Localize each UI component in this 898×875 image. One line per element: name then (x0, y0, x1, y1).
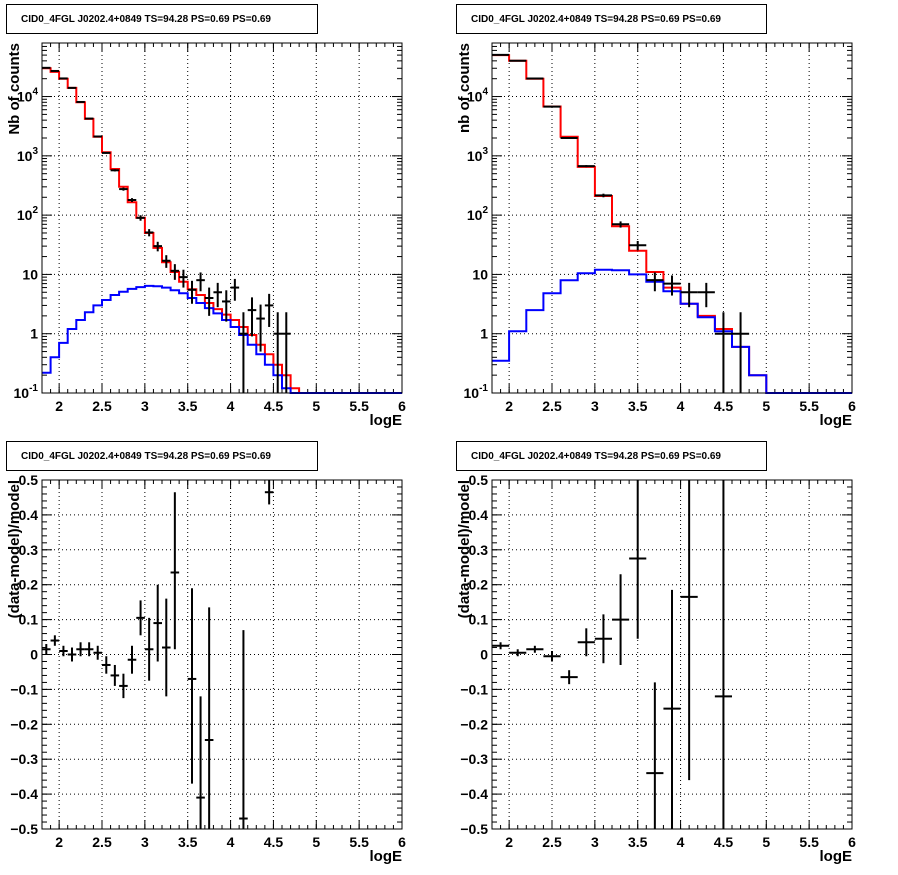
y-tick-label: −0.4 (460, 786, 488, 802)
x-tick-label: 2.5 (542, 834, 562, 850)
x-tick-label: 4.5 (714, 834, 734, 850)
x-tick-label: 5.5 (349, 834, 369, 850)
x-tick-label: 4.5 (264, 398, 284, 414)
y-tick-label: 0.2 (469, 577, 489, 593)
y-tick-label: −0.2 (460, 716, 488, 732)
x-tick-label: 2 (55, 834, 63, 850)
x-tick-label: 4.5 (714, 398, 734, 414)
x-tick-label: 6 (848, 398, 856, 414)
x-tick-label: 4 (677, 398, 685, 414)
x-axis-label: logE (370, 848, 403, 865)
x-tick-label: 5 (762, 398, 770, 414)
x-tick-label: 4 (677, 834, 685, 850)
x-tick-label: 3.5 (178, 398, 198, 414)
x-tick-label: 4 (227, 834, 235, 850)
x-tick-label: 4 (227, 398, 235, 414)
x-axis-label: logE (820, 848, 853, 865)
y-tick-label: 0.2 (19, 577, 39, 593)
y-tick-label: 102 (17, 205, 39, 223)
x-tick-label: 2 (505, 398, 513, 414)
y-tick-label: 102 (467, 205, 489, 223)
y-axis-label: nb of counts (456, 43, 473, 133)
x-tick-label: 3 (591, 398, 599, 414)
x-tick-label: 5 (762, 834, 770, 850)
x-tick-label: 2.5 (542, 398, 562, 414)
x-tick-label: 2 (55, 398, 63, 414)
y-tick-label: 0 (480, 647, 488, 663)
y-tick-label: 0.5 (469, 472, 489, 488)
y-tick-label: 0 (30, 647, 38, 663)
x-tick-label: 4.5 (264, 834, 284, 850)
y-axis-label: Nb of counts (6, 43, 23, 135)
y-tick-label: 10 (472, 266, 488, 282)
panel-title-bottom-left: CID0_4FGL J0202.4+0849 TS=94.28 PS=0.69 … (6, 441, 318, 471)
x-axis-label: logE (370, 412, 403, 429)
y-tick-label: −0.3 (10, 751, 38, 767)
x-tick-label: 3 (141, 398, 149, 414)
x-axis-label: logE (820, 412, 853, 429)
x-tick-label: 6 (398, 398, 406, 414)
y-tick-label: −0.4 (10, 786, 38, 802)
y-tick-label: 0.3 (469, 542, 489, 558)
y-tick-label: −0.1 (10, 681, 38, 697)
y-tick-label: −0.3 (460, 751, 488, 767)
y-axis-label: (data-model)/model (456, 480, 473, 618)
x-tick-label: 2.5 (92, 834, 112, 850)
y-tick-label: 10-1 (14, 383, 39, 401)
x-tick-label: 5 (312, 398, 320, 414)
panel-title-bottom-right: CID0_4FGL J0202.4+0849 TS=94.28 PS=0.69 … (456, 441, 767, 471)
x-tick-label: 5.5 (799, 834, 819, 850)
plot-area (42, 43, 402, 393)
x-tick-label: 3.5 (178, 834, 198, 850)
x-tick-label: 3.5 (628, 834, 648, 850)
y-tick-label: 103 (17, 146, 39, 164)
panel-title-top-left: CID0_4FGL J0202.4+0849 TS=94.28 PS=0.69 … (6, 4, 318, 34)
plot-frame (41, 42, 403, 394)
x-tick-label: 6 (848, 834, 856, 850)
y-tick-label: 0.4 (19, 507, 39, 523)
x-tick-label: 2.5 (92, 398, 112, 414)
x-tick-label: 3.5 (628, 398, 648, 414)
x-tick-label: 5 (312, 834, 320, 850)
plot-frame (491, 479, 853, 830)
y-tick-label: 0.1 (19, 612, 39, 628)
y-tick-label: 0.3 (19, 542, 39, 558)
y-tick-label: 103 (467, 146, 489, 164)
x-tick-label: 5.5 (799, 398, 819, 414)
y-tick-label: 0.1 (469, 612, 489, 628)
x-tick-label: 6 (398, 834, 406, 850)
y-tick-label: 0.5 (19, 472, 39, 488)
y-axis-label: (data-model)/model (6, 480, 23, 618)
plot-frame (41, 479, 403, 830)
x-tick-label: 3 (141, 834, 149, 850)
plot-frame (491, 42, 853, 394)
plot-area (492, 43, 852, 393)
x-tick-label: 5.5 (349, 398, 369, 414)
y-tick-label: 1 (480, 326, 488, 342)
y-tick-label: 104 (467, 87, 489, 105)
y-tick-label: 10 (22, 266, 38, 282)
y-tick-label: −0.5 (460, 821, 488, 837)
y-tick-label: 1 (30, 326, 38, 342)
x-tick-label: 2 (505, 834, 513, 850)
y-tick-label: −0.2 (10, 716, 38, 732)
x-tick-label: 3 (591, 834, 599, 850)
panel-title-top-right: CID0_4FGL J0202.4+0849 TS=94.28 PS=0.69 … (456, 4, 767, 34)
y-tick-label: 0.4 (469, 507, 489, 523)
y-tick-label: 104 (17, 87, 39, 105)
y-tick-label: −0.5 (10, 821, 38, 837)
y-tick-label: 10-1 (464, 383, 489, 401)
y-tick-label: −0.1 (460, 681, 488, 697)
